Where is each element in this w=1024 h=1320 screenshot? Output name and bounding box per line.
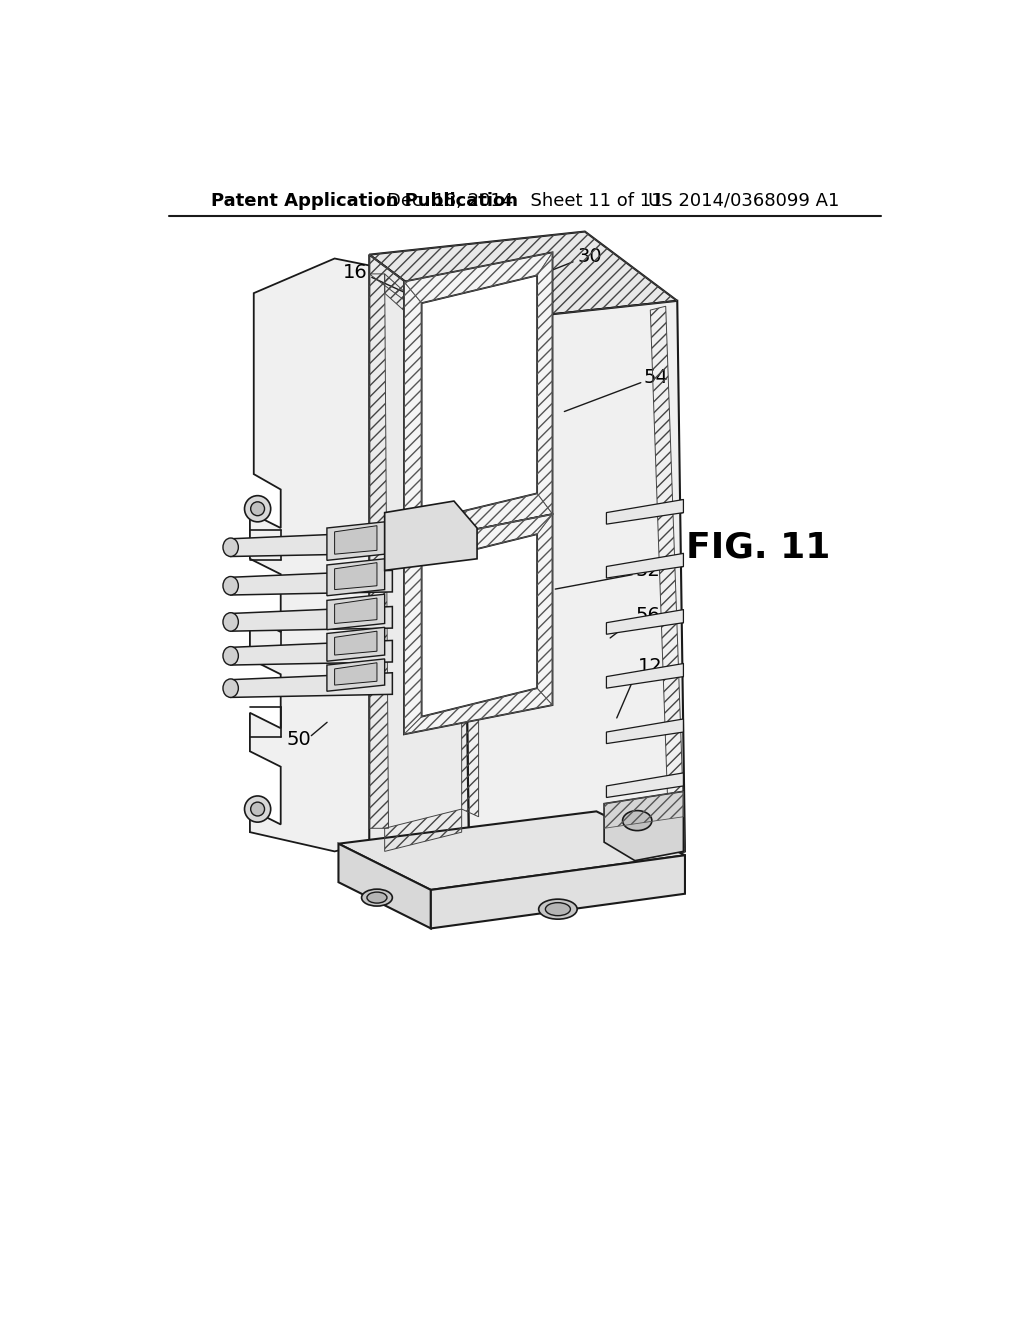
Polygon shape [604,792,683,861]
Ellipse shape [539,899,578,919]
Polygon shape [370,231,677,323]
Polygon shape [403,515,553,734]
Polygon shape [431,855,685,928]
Polygon shape [230,640,392,665]
Ellipse shape [546,903,570,916]
Text: 12: 12 [638,657,663,676]
Text: 16: 16 [343,263,368,282]
Circle shape [245,495,270,521]
Polygon shape [370,821,685,882]
Ellipse shape [223,577,239,595]
Text: US 2014/0368099 A1: US 2014/0368099 A1 [647,191,839,210]
Polygon shape [606,553,683,578]
Polygon shape [606,719,683,743]
Polygon shape [606,610,683,635]
Ellipse shape [367,892,387,903]
Polygon shape [250,259,431,851]
Ellipse shape [623,810,652,830]
Polygon shape [327,558,385,595]
Text: Dec. 18, 2014   Sheet 11 of 11: Dec. 18, 2014 Sheet 11 of 11 [387,191,663,210]
Polygon shape [422,535,538,717]
Polygon shape [230,673,392,697]
Text: 30: 30 [578,247,602,267]
Text: FIG. 11: FIG. 11 [686,531,830,564]
Polygon shape [606,664,683,688]
Ellipse shape [223,612,239,631]
Polygon shape [422,276,538,521]
Text: 52: 52 [636,561,660,579]
Ellipse shape [361,890,392,906]
Polygon shape [335,631,377,655]
Polygon shape [327,594,385,630]
Ellipse shape [223,539,239,557]
Polygon shape [339,812,685,890]
Polygon shape [370,255,469,882]
Polygon shape [335,562,377,590]
Polygon shape [462,301,685,882]
Text: Patent Application Publication: Patent Application Publication [211,191,518,210]
Polygon shape [403,252,553,544]
Text: 56: 56 [636,606,660,624]
Polygon shape [339,843,431,928]
Polygon shape [606,774,683,797]
Ellipse shape [223,678,239,697]
Polygon shape [335,663,377,685]
Polygon shape [230,607,392,631]
Polygon shape [327,627,385,661]
Circle shape [251,502,264,516]
Circle shape [245,796,270,822]
Circle shape [251,803,264,816]
Text: 54: 54 [643,368,668,387]
Polygon shape [230,570,392,595]
Ellipse shape [223,647,239,665]
Polygon shape [327,659,385,692]
Polygon shape [335,598,377,623]
Polygon shape [230,532,392,557]
Polygon shape [606,499,683,524]
Text: 50: 50 [286,730,311,750]
Polygon shape [335,525,377,554]
Polygon shape [385,502,477,570]
Polygon shape [327,521,385,561]
